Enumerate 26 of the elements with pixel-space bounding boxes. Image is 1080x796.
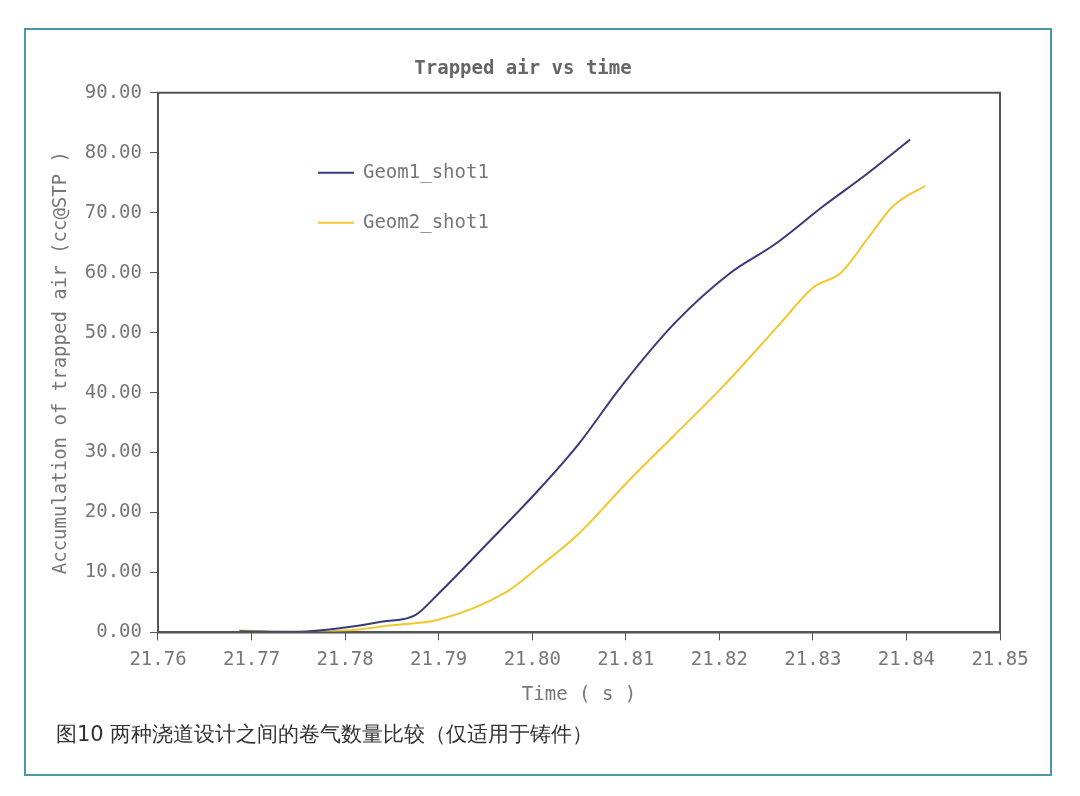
y-tick-label: 80.00	[84, 139, 142, 162]
chart-title: Trapped air vs time	[414, 56, 632, 79]
x-tick-label: 21.76	[129, 646, 187, 669]
y-axis-title: Accumulation of trapped air (cc@STP )	[48, 150, 71, 575]
y-tick-label: 40.00	[84, 379, 142, 402]
x-axis-title: Time ( s )	[521, 681, 637, 704]
legend-label: Geom1_shot1	[362, 159, 489, 183]
y-tick-label: 50.00	[84, 319, 142, 342]
x-tick-label: 21.77	[222, 646, 281, 669]
x-tick-label: 21.83	[784, 646, 842, 669]
x-tick-label: 21.81	[597, 646, 655, 669]
y-tick-label: 30.00	[84, 439, 142, 462]
y-tick-label: 60.00	[84, 259, 142, 282]
x-tick-label: 21.78	[316, 646, 374, 669]
y-tick-label: 10.00	[84, 559, 142, 582]
y-tick-label: 90.00	[84, 79, 142, 102]
legend-label: Geom2_shot1	[362, 209, 489, 233]
x-tick-label: 21.84	[877, 646, 936, 669]
x-tick-label: 21.85	[971, 646, 1029, 669]
x-tick-label: 21.79	[410, 646, 468, 669]
y-tick-label: 20.00	[84, 499, 142, 522]
y-tick-label: 70.00	[84, 199, 142, 222]
x-tick-label: 21.82	[690, 646, 748, 669]
x-tick-label: 21.80	[503, 646, 561, 669]
y-tick-label: 0.00	[96, 619, 142, 642]
caption: 图10 两种浇道设计之间的卷气数量比较（仅适用于铸件）	[56, 721, 594, 748]
